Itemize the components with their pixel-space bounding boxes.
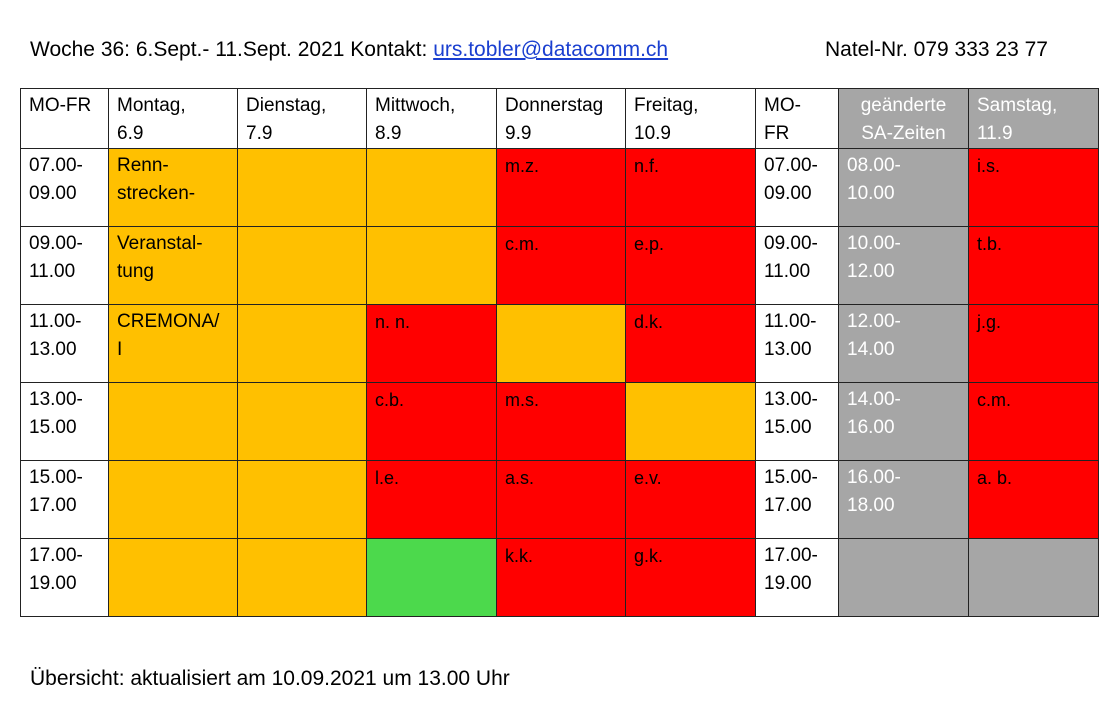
table-row: 11.00- 13.00 CREMONA/ I n. n. d.k. 11.00… <box>20 304 1099 383</box>
samstag-cell: c.m. <box>968 382 1099 461</box>
montag-cell: Renn- strecken- <box>108 148 238 227</box>
sa-time-cell: 10.00- 12.00 <box>838 226 969 305</box>
donnerstag-cell <box>496 304 626 383</box>
schedule-table: MO-FR Montag, 6.9 Dienstag, 7.9 Mittwoch… <box>20 88 1099 617</box>
col-header-montag: Montag, 6.9 <box>108 88 238 149</box>
time-cell: 11.00- 13.00 <box>20 304 109 383</box>
mittwoch-cell: l.e. <box>366 460 497 539</box>
freitag-cell: e.p. <box>625 226 756 305</box>
col-header-freitag: Freitag, 10.9 <box>625 88 756 149</box>
sa-time-cell: 16.00- 18.00 <box>838 460 969 539</box>
page-header: Woche 36: 6.Sept.- 11.Sept. 2021 Kontakt… <box>30 38 1100 68</box>
time-cell: 07.00- 09.00 <box>20 148 109 227</box>
time-cell: 17.00- 19.00 <box>20 538 109 617</box>
donnerstag-cell: c.m. <box>496 226 626 305</box>
samstag-cell: j.g. <box>968 304 1099 383</box>
table-row: 07.00- 09.00 Renn- strecken- m.z. n.f. 0… <box>20 148 1099 227</box>
dienstag-cell <box>237 148 367 227</box>
time-cell: 09.00- 11.00 <box>20 226 109 305</box>
donnerstag-cell: m.z. <box>496 148 626 227</box>
freitag-cell: e.v. <box>625 460 756 539</box>
update-note: Übersicht: aktualisiert am 10.09.2021 um… <box>30 667 510 690</box>
samstag-cell <box>968 538 1099 617</box>
montag-cell: Veranstal- tung <box>108 226 238 305</box>
col-header-time: MO-FR <box>20 88 109 149</box>
table-row: 09.00- 11.00 Veranstal- tung c.m. e.p. 0… <box>20 226 1099 305</box>
mittwoch-cell: n. n. <box>366 304 497 383</box>
samstag-cell: a. b. <box>968 460 1099 539</box>
time-cell-2: 13.00- 15.00 <box>755 382 839 461</box>
contact-label: Kontakt: <box>350 38 428 61</box>
table-row: 17.00- 19.00 k.k. g.k. 17.00- 19.00 <box>20 538 1099 617</box>
freitag-cell: g.k. <box>625 538 756 617</box>
donnerstag-cell: m.s. <box>496 382 626 461</box>
time-cell-2: 09.00- 11.00 <box>755 226 839 305</box>
dienstag-cell <box>237 538 367 617</box>
col-header-mittwoch: Mittwoch, 8.9 <box>366 88 497 149</box>
freitag-cell: n.f. <box>625 148 756 227</box>
table-row: 13.00- 15.00 c.b. m.s. 13.00- 15.00 14.0… <box>20 382 1099 461</box>
montag-cell: CREMONA/ I <box>108 304 238 383</box>
sa-time-cell: 12.00- 14.00 <box>838 304 969 383</box>
table-row: 15.00- 17.00 l.e. a.s. e.v. 15.00- 17.00… <box>20 460 1099 539</box>
donnerstag-cell: a.s. <box>496 460 626 539</box>
col-header-time-2: MO- FR <box>755 88 839 149</box>
montag-cell <box>108 382 238 461</box>
freitag-cell <box>625 382 756 461</box>
time-cell-2: 07.00- 09.00 <box>755 148 839 227</box>
time-cell: 13.00- 15.00 <box>20 382 109 461</box>
dienstag-cell <box>237 460 367 539</box>
col-header-samstag: Samstag, 11.9 <box>968 88 1099 149</box>
time-cell-2: 17.00- 19.00 <box>755 538 839 617</box>
montag-cell <box>108 460 238 539</box>
samstag-cell: i.s. <box>968 148 1099 227</box>
col-header-sa-zeiten: geänderte SA-Zeiten <box>838 88 969 149</box>
donnerstag-cell: k.k. <box>496 538 626 617</box>
mittwoch-cell <box>366 538 497 617</box>
sa-time-cell <box>838 538 969 617</box>
freitag-cell: d.k. <box>625 304 756 383</box>
time-cell: 15.00- 17.00 <box>20 460 109 539</box>
header-week-line: Woche 36: 6.Sept.- 11.Sept. 2021 Kontakt… <box>30 38 668 62</box>
dienstag-cell <box>237 382 367 461</box>
montag-cell <box>108 538 238 617</box>
time-cell-2: 11.00- 13.00 <box>755 304 839 383</box>
table-header-row: MO-FR Montag, 6.9 Dienstag, 7.9 Mittwoch… <box>20 88 1099 149</box>
samstag-cell: t.b. <box>968 226 1099 305</box>
col-header-dienstag: Dienstag, 7.9 <box>237 88 367 149</box>
mittwoch-cell: c.b. <box>366 382 497 461</box>
week-label: Woche 36: 6.Sept.- 11.Sept. 2021 <box>30 38 345 61</box>
phone-number: Natel-Nr. 079 333 23 77 <box>825 38 1048 61</box>
col-header-donnerstag: Donnerstag 9.9 <box>496 88 626 149</box>
mittwoch-cell <box>366 148 497 227</box>
contact-email-link[interactable]: urs.tobler@datacomm.ch <box>433 38 669 61</box>
sa-time-cell: 14.00- 16.00 <box>838 382 969 461</box>
time-cell-2: 15.00- 17.00 <box>755 460 839 539</box>
dienstag-cell <box>237 226 367 305</box>
sa-time-cell: 08.00- 10.00 <box>838 148 969 227</box>
dienstag-cell <box>237 304 367 383</box>
mittwoch-cell <box>366 226 497 305</box>
